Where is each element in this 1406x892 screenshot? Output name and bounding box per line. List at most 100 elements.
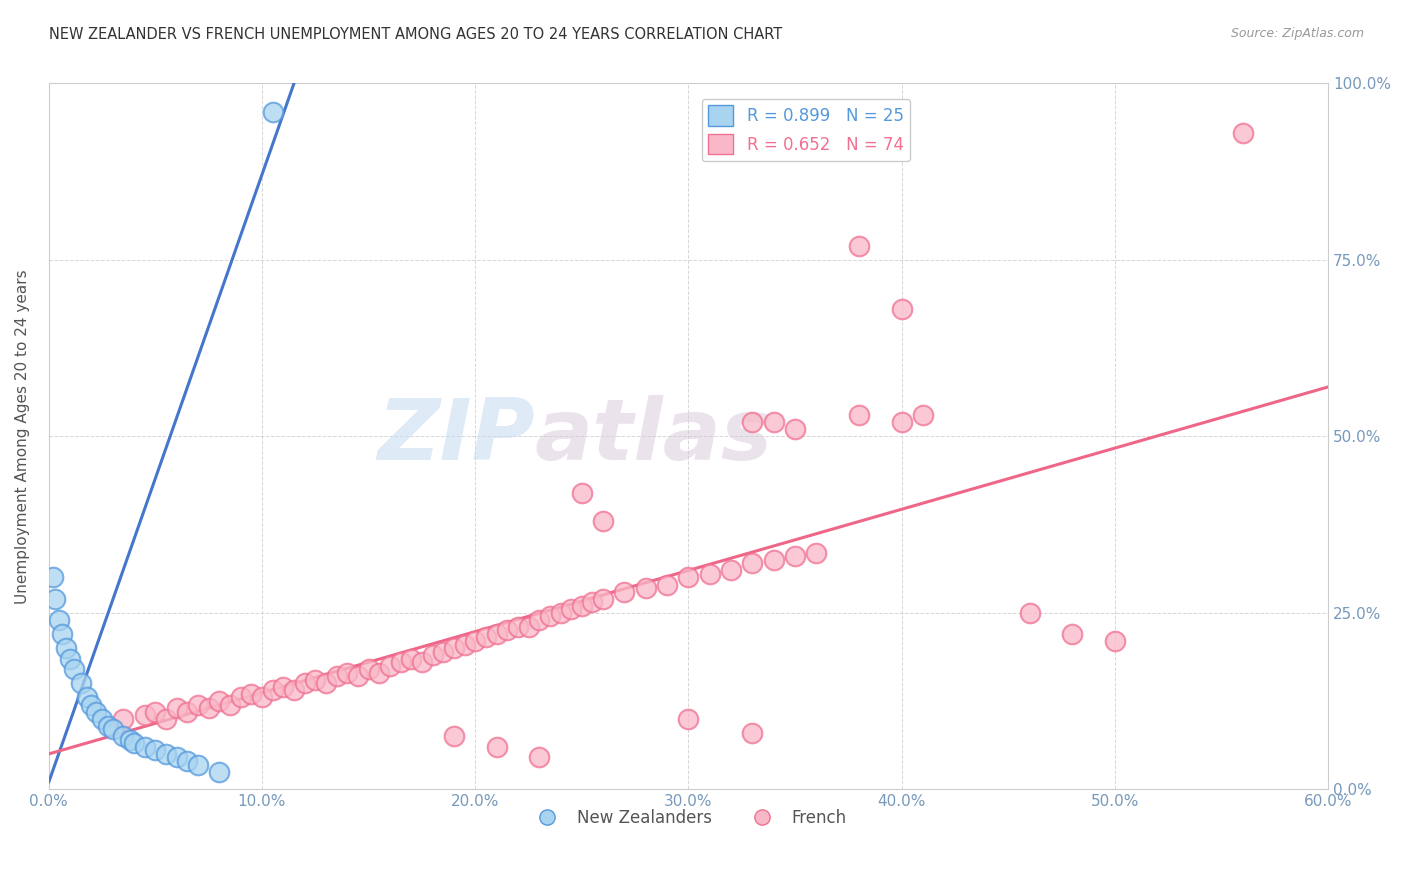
Point: [145, 705, 167, 719]
Point: [294, 676, 316, 690]
Point: [443, 641, 465, 656]
Point: [357, 662, 380, 676]
Point: [741, 415, 763, 429]
Point: [527, 750, 550, 764]
Point: [527, 613, 550, 627]
Point: [1104, 634, 1126, 648]
Point: [187, 757, 209, 772]
Point: [59, 651, 82, 665]
Point: [1018, 606, 1040, 620]
Point: [485, 739, 508, 754]
Point: [634, 581, 657, 595]
Point: [76, 690, 98, 705]
Point: [347, 669, 370, 683]
Point: [250, 690, 273, 705]
Point: [422, 648, 444, 662]
Point: [283, 683, 305, 698]
Point: [176, 705, 198, 719]
Point: [485, 627, 508, 641]
Point: [699, 566, 721, 581]
Point: [890, 415, 912, 429]
Point: [63, 662, 86, 676]
Point: [783, 422, 806, 436]
Point: [80, 698, 103, 712]
Point: [176, 754, 198, 768]
Point: [122, 736, 145, 750]
Point: [42, 570, 65, 584]
Point: [208, 764, 231, 779]
Point: [134, 708, 156, 723]
Point: [389, 655, 412, 669]
Point: [271, 680, 294, 694]
Point: [550, 606, 572, 620]
Point: [911, 408, 934, 422]
Text: ZIP: ZIP: [377, 395, 534, 478]
Point: [560, 602, 582, 616]
Point: [571, 485, 593, 500]
Y-axis label: Unemployment Among Ages 20 to 24 years: Unemployment Among Ages 20 to 24 years: [15, 269, 30, 604]
Point: [112, 712, 135, 726]
Text: atlas: atlas: [534, 395, 773, 478]
Point: [91, 712, 114, 726]
Point: [84, 705, 107, 719]
Point: [506, 620, 529, 634]
Point: [613, 584, 636, 599]
Point: [262, 104, 284, 119]
Point: [741, 725, 763, 739]
Point: [155, 747, 177, 761]
Point: [97, 719, 120, 733]
Point: [464, 634, 486, 648]
Point: [783, 549, 806, 564]
Point: [399, 651, 422, 665]
Point: [118, 732, 141, 747]
Point: [890, 302, 912, 317]
Point: [187, 698, 209, 712]
Point: [1232, 126, 1254, 140]
Point: [304, 673, 326, 687]
Point: [517, 620, 540, 634]
Point: [762, 553, 785, 567]
Point: [571, 599, 593, 613]
Point: [219, 698, 242, 712]
Point: [678, 712, 700, 726]
Point: [806, 546, 828, 560]
Legend: New Zealanders, French: New Zealanders, French: [523, 803, 853, 834]
Point: [315, 676, 337, 690]
Point: [240, 687, 263, 701]
Point: [166, 701, 188, 715]
Point: [262, 683, 284, 698]
Point: [134, 739, 156, 754]
Point: [678, 570, 700, 584]
Point: [443, 729, 465, 743]
Point: [592, 514, 614, 528]
Point: [155, 712, 177, 726]
Point: [720, 563, 742, 577]
Point: [496, 624, 519, 638]
Point: [69, 676, 91, 690]
Point: [48, 613, 70, 627]
Point: [592, 591, 614, 606]
Point: [145, 743, 167, 757]
Point: [848, 408, 870, 422]
Text: Source: ZipAtlas.com: Source: ZipAtlas.com: [1230, 27, 1364, 40]
Point: [51, 627, 73, 641]
Point: [762, 415, 785, 429]
Point: [325, 669, 347, 683]
Point: [197, 701, 219, 715]
Point: [229, 690, 252, 705]
Point: [112, 729, 135, 743]
Point: [453, 638, 475, 652]
Point: [655, 577, 678, 591]
Point: [411, 655, 433, 669]
Point: [475, 631, 498, 645]
Point: [208, 694, 231, 708]
Point: [432, 644, 454, 658]
Point: [336, 665, 359, 680]
Point: [538, 609, 561, 624]
Point: [166, 750, 188, 764]
Point: [378, 658, 401, 673]
Point: [44, 591, 66, 606]
Point: [1062, 627, 1084, 641]
Point: [581, 595, 603, 609]
Point: [55, 641, 77, 656]
